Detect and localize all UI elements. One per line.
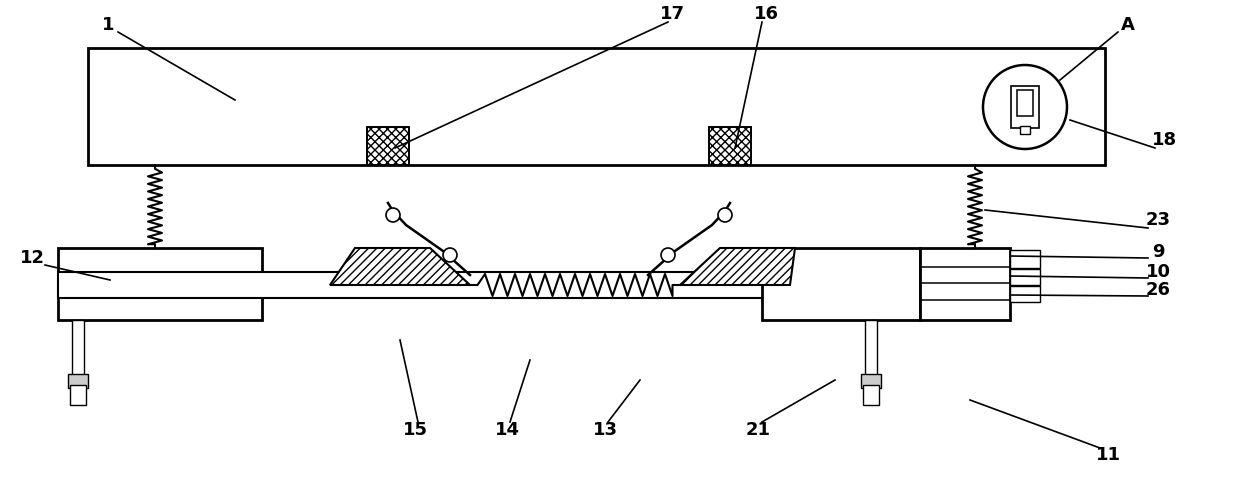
- Bar: [920, 248, 1011, 320]
- Polygon shape: [330, 248, 470, 285]
- Text: 17: 17: [660, 5, 684, 23]
- Polygon shape: [680, 248, 795, 285]
- Bar: [58, 248, 262, 320]
- Text: 16: 16: [754, 5, 779, 23]
- Bar: [68, 374, 88, 388]
- Circle shape: [718, 208, 732, 222]
- Bar: [69, 385, 86, 405]
- Circle shape: [386, 208, 401, 222]
- Bar: [72, 320, 84, 375]
- Bar: [763, 248, 920, 320]
- Bar: [1011, 86, 1039, 128]
- Bar: [1011, 269, 1040, 285]
- Text: A: A: [1121, 16, 1135, 34]
- Bar: [58, 272, 920, 298]
- Text: 12: 12: [20, 249, 45, 267]
- Bar: [367, 127, 409, 165]
- Bar: [866, 320, 877, 375]
- Text: 18: 18: [1152, 131, 1178, 149]
- Bar: [1011, 286, 1040, 302]
- Circle shape: [661, 248, 675, 262]
- Text: 13: 13: [593, 421, 618, 439]
- Text: 14: 14: [495, 421, 520, 439]
- Text: 15: 15: [403, 421, 428, 439]
- Bar: [1021, 126, 1030, 134]
- Text: 26: 26: [1146, 281, 1171, 299]
- Text: 10: 10: [1146, 263, 1171, 281]
- Text: 23: 23: [1146, 211, 1171, 229]
- Bar: [861, 374, 880, 388]
- Text: 11: 11: [1095, 446, 1121, 464]
- Bar: [88, 48, 1105, 165]
- Text: 1: 1: [102, 16, 114, 34]
- Circle shape: [443, 248, 458, 262]
- Text: 21: 21: [745, 421, 770, 439]
- Bar: [1017, 90, 1033, 116]
- Bar: [709, 127, 751, 165]
- Circle shape: [983, 65, 1066, 149]
- Text: 9: 9: [1152, 243, 1164, 261]
- Bar: [1011, 250, 1040, 268]
- Bar: [863, 385, 879, 405]
